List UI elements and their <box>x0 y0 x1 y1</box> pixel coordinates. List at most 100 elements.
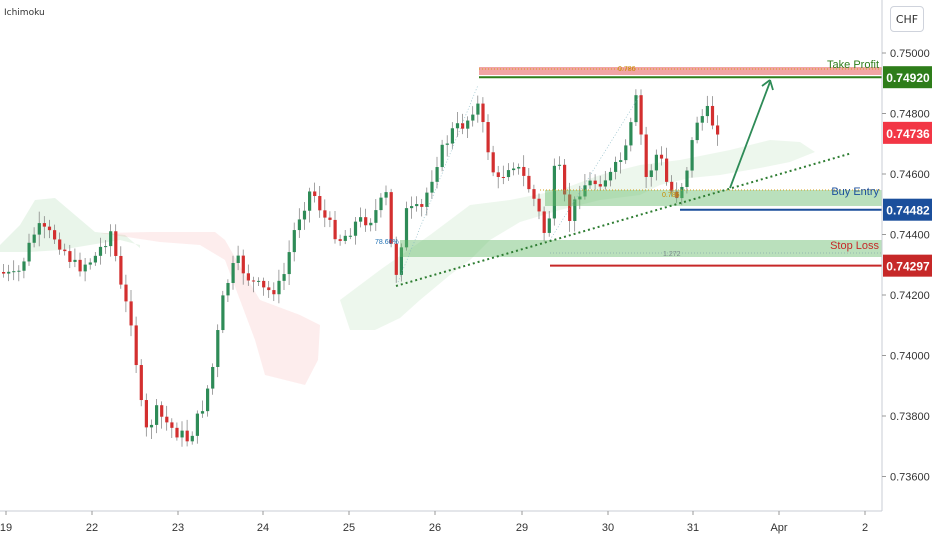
candle-body <box>563 164 567 195</box>
fib-guide-line <box>397 84 479 283</box>
candle-body <box>430 181 434 193</box>
y-tick-label: 0.74000 <box>890 351 930 363</box>
candle-body <box>277 280 281 295</box>
candle-body <box>155 405 159 425</box>
candle-body <box>384 192 388 198</box>
candle-body <box>552 165 556 219</box>
candle-body <box>527 175 531 190</box>
candle-body <box>17 270 21 272</box>
candle-body <box>389 192 393 244</box>
candle-body <box>236 255 240 264</box>
candle-body <box>78 259 82 272</box>
price-badge <box>883 121 932 144</box>
candle-body <box>583 185 587 197</box>
candle-body <box>496 172 500 177</box>
candle-body <box>450 128 454 144</box>
candle-body <box>568 194 572 221</box>
candle-body <box>624 145 628 161</box>
candle-body <box>649 170 653 177</box>
kumo-bull <box>0 198 140 252</box>
candle-body <box>68 251 72 262</box>
price-badge-label: 0.74736 <box>886 127 930 141</box>
candle-body <box>241 255 245 274</box>
candle-body <box>614 161 618 172</box>
y-tick-label: 0.74400 <box>890 230 930 242</box>
candle-body <box>547 218 551 233</box>
y-tick-label: 0.73600 <box>890 472 930 484</box>
level-label: Stop Loss <box>830 240 879 252</box>
x-tick-label: 23 <box>172 522 184 534</box>
candle-body <box>455 123 460 129</box>
candle-body <box>537 198 541 212</box>
candle-body <box>160 405 164 417</box>
candle-body <box>7 271 11 274</box>
candle-body <box>522 166 526 176</box>
candle-body <box>685 170 689 187</box>
candle-body <box>705 105 709 117</box>
candle-body <box>185 430 189 442</box>
candle-body <box>394 243 398 275</box>
candle-body <box>435 167 439 182</box>
x-tick-label: 19 <box>0 522 12 534</box>
candle-body <box>124 284 128 302</box>
candle-body <box>246 273 250 281</box>
x-tick-label: 31 <box>687 522 699 534</box>
candle-body <box>670 181 674 192</box>
candle-body <box>12 271 16 273</box>
candle-body <box>170 422 174 428</box>
candle-body <box>659 154 664 159</box>
candle-body <box>53 230 57 240</box>
candle-body <box>680 186 684 199</box>
candle-body <box>471 114 475 121</box>
x-tick-label: 24 <box>257 522 269 534</box>
candle-body <box>374 210 378 223</box>
candle-body <box>399 247 403 275</box>
candle-body <box>195 413 199 436</box>
candle-body <box>695 122 699 141</box>
candle-body <box>114 231 118 256</box>
candle-body <box>333 219 337 240</box>
candle-body <box>282 274 286 281</box>
candle-body <box>231 263 235 283</box>
support-trendline <box>395 152 853 287</box>
y-tick-label: 0.73800 <box>890 411 930 423</box>
candle-body <box>654 154 658 171</box>
currency-button[interactable]: CHF <box>890 6 924 32</box>
y-tick-label: 0.75000 <box>890 48 930 60</box>
support-zone <box>400 240 882 257</box>
candle-body <box>37 223 41 235</box>
y-tick-label: 0.74600 <box>890 169 930 181</box>
x-tick-label: 25 <box>343 522 355 534</box>
candle-body <box>348 235 352 237</box>
level-label: Buy Entry <box>831 186 879 198</box>
x-tick-label: Apr <box>770 522 787 534</box>
candle-body <box>466 120 470 129</box>
candle-body <box>83 264 87 272</box>
candle-body <box>491 152 495 173</box>
candle-body <box>629 122 633 146</box>
candle-body <box>313 191 317 197</box>
candle-body <box>104 246 108 248</box>
candle-body <box>200 411 205 414</box>
candle-body <box>257 280 261 282</box>
candle-body <box>675 191 679 199</box>
candle-body <box>267 287 271 291</box>
candle-body <box>440 144 444 168</box>
x-tick-label: 22 <box>86 522 98 534</box>
indicator-label[interactable]: Ichimoku <box>4 8 45 18</box>
candle-body <box>716 125 720 135</box>
candle-body <box>129 301 133 326</box>
candle-body <box>119 255 123 285</box>
candle-body <box>308 191 312 211</box>
candle-body <box>134 325 138 366</box>
candle-body <box>144 400 148 428</box>
candle-body <box>27 242 31 262</box>
candle-body <box>665 158 669 182</box>
candle-body <box>302 210 307 220</box>
candle-body <box>557 164 562 166</box>
candle-body <box>109 231 113 247</box>
candle-body <box>262 280 266 288</box>
candle-body <box>63 249 67 252</box>
